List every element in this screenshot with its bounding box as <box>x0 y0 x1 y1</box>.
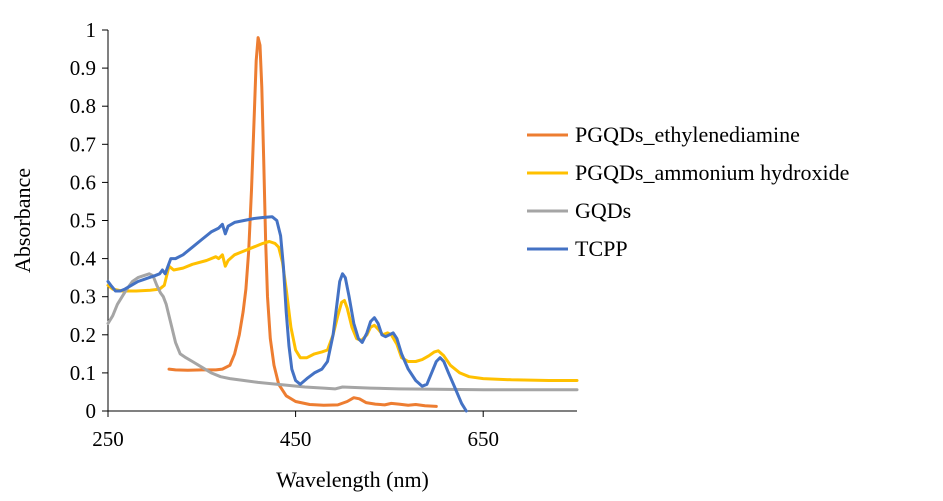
x-tick-labels: 250 450 650 <box>92 411 499 451</box>
x-tick-label: 250 <box>92 427 124 451</box>
y-tick-label: 0.2 <box>70 323 96 347</box>
series-line-tcpp <box>106 215 468 413</box>
y-tick-label: 1 <box>86 18 97 42</box>
y-tick-label: 0.7 <box>70 132 96 156</box>
y-tick-label: 0.6 <box>70 170 96 194</box>
x-tick-label: 450 <box>280 427 312 451</box>
y-tick-label: 0.5 <box>70 209 96 233</box>
legend-label-pgqds-ethylenediamine: PGQDs_ethylenediamine <box>575 122 800 147</box>
x-axis: 250 450 650 <box>92 410 577 451</box>
y-tick-label: 0.3 <box>70 285 96 309</box>
legend-label-pgqds-ammonium-hydroxide: PGQDs_ammonium hydroxide <box>575 160 849 185</box>
y-tick-labels: 0 0.1 0.2 0.3 0.4 0.5 0.6 0.7 0.8 0.9 1 <box>70 18 108 423</box>
x-tick-label: 650 <box>467 427 499 451</box>
legend: PGQDs_ethylenediamine PGQDs_ammonium hydr… <box>527 122 849 261</box>
legend-label-gqds: GQDs <box>575 198 631 223</box>
series-line-gqds <box>106 272 579 392</box>
series-lines <box>106 36 579 413</box>
series-line-pgqds-ethylenediamine <box>167 36 438 408</box>
y-tick-label: 0.8 <box>70 94 96 118</box>
y-tick-label: 0 <box>86 399 97 423</box>
y-tick-label: 0.1 <box>70 361 96 385</box>
y-tick-label: 0.4 <box>70 247 97 271</box>
y-axis-title: Absorbance <box>10 168 35 273</box>
x-axis-title: Wavelength (nm) <box>276 467 429 492</box>
legend-label-tcpp: TCPP <box>575 236 628 261</box>
series-line-pgqds-ammonium-hydroxide <box>106 240 579 382</box>
y-tick-label: 0.9 <box>70 56 96 80</box>
y-axis: 0 0.1 0.2 0.3 0.4 0.5 0.6 0.7 0.8 0.9 1 <box>70 18 109 423</box>
